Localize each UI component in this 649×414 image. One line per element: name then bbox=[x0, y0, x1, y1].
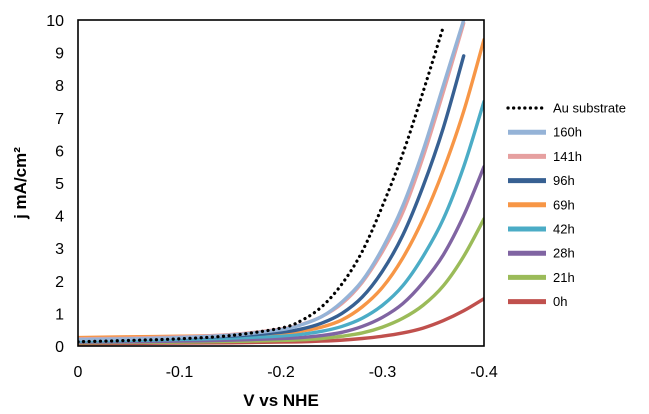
y-tick-label: 8 bbox=[55, 78, 64, 95]
x-axis-title: V vs NHE bbox=[243, 391, 319, 410]
y-tick-label: 5 bbox=[55, 176, 64, 193]
x-tick-label: -0.3 bbox=[369, 364, 397, 381]
x-tick-label: 0 bbox=[74, 364, 83, 381]
plot-frame bbox=[77, 19, 485, 347]
y-tick-label: 7 bbox=[55, 111, 64, 128]
y-tick-label: 0 bbox=[55, 339, 64, 356]
legend-label-au-substrate: Au substrate bbox=[553, 101, 626, 116]
y-tick-label: 3 bbox=[55, 241, 64, 258]
legend-label-42h: 42h bbox=[553, 222, 575, 237]
x-tick-label: -0.1 bbox=[166, 364, 194, 381]
legend-label-0h: 0h bbox=[553, 294, 567, 309]
y-axis-title: j mA/cm² bbox=[11, 147, 30, 220]
series-layer bbox=[78, 20, 484, 346]
y-tick-label: 9 bbox=[55, 46, 64, 63]
y-tick-label: 4 bbox=[55, 209, 64, 226]
series-line-141h bbox=[78, 21, 466, 341]
legend-label-28h: 28h bbox=[553, 246, 575, 261]
legend-label-141h: 141h bbox=[553, 149, 582, 164]
y-tick-label: 10 bbox=[46, 13, 64, 30]
legend-label-96h: 96h bbox=[553, 173, 575, 188]
series-line-au-substrate bbox=[78, 24, 445, 344]
x-tick-label: -0.2 bbox=[267, 364, 295, 381]
legend-label-69h: 69h bbox=[553, 197, 575, 212]
legend: Au substrate 160h 141h 96h 69h 42h 28h 21h 0h bbox=[506, 101, 626, 309]
legend-label-160h: 160h bbox=[553, 125, 582, 140]
series-line-28h bbox=[78, 165, 484, 344]
y-tick-label: 6 bbox=[55, 143, 64, 160]
ticks-layer: 0 1 2 3 4 5 6 7 8 9 10 0 -0.1 -0.2 -0.3 -0.4 bbox=[46, 13, 498, 381]
y-tick-label: 1 bbox=[55, 306, 64, 323]
legend-label-21h: 21h bbox=[553, 270, 575, 285]
series-line-160h bbox=[78, 20, 466, 342]
x-tick-label: -0.4 bbox=[470, 364, 498, 381]
y-tick-label: 2 bbox=[55, 274, 64, 291]
